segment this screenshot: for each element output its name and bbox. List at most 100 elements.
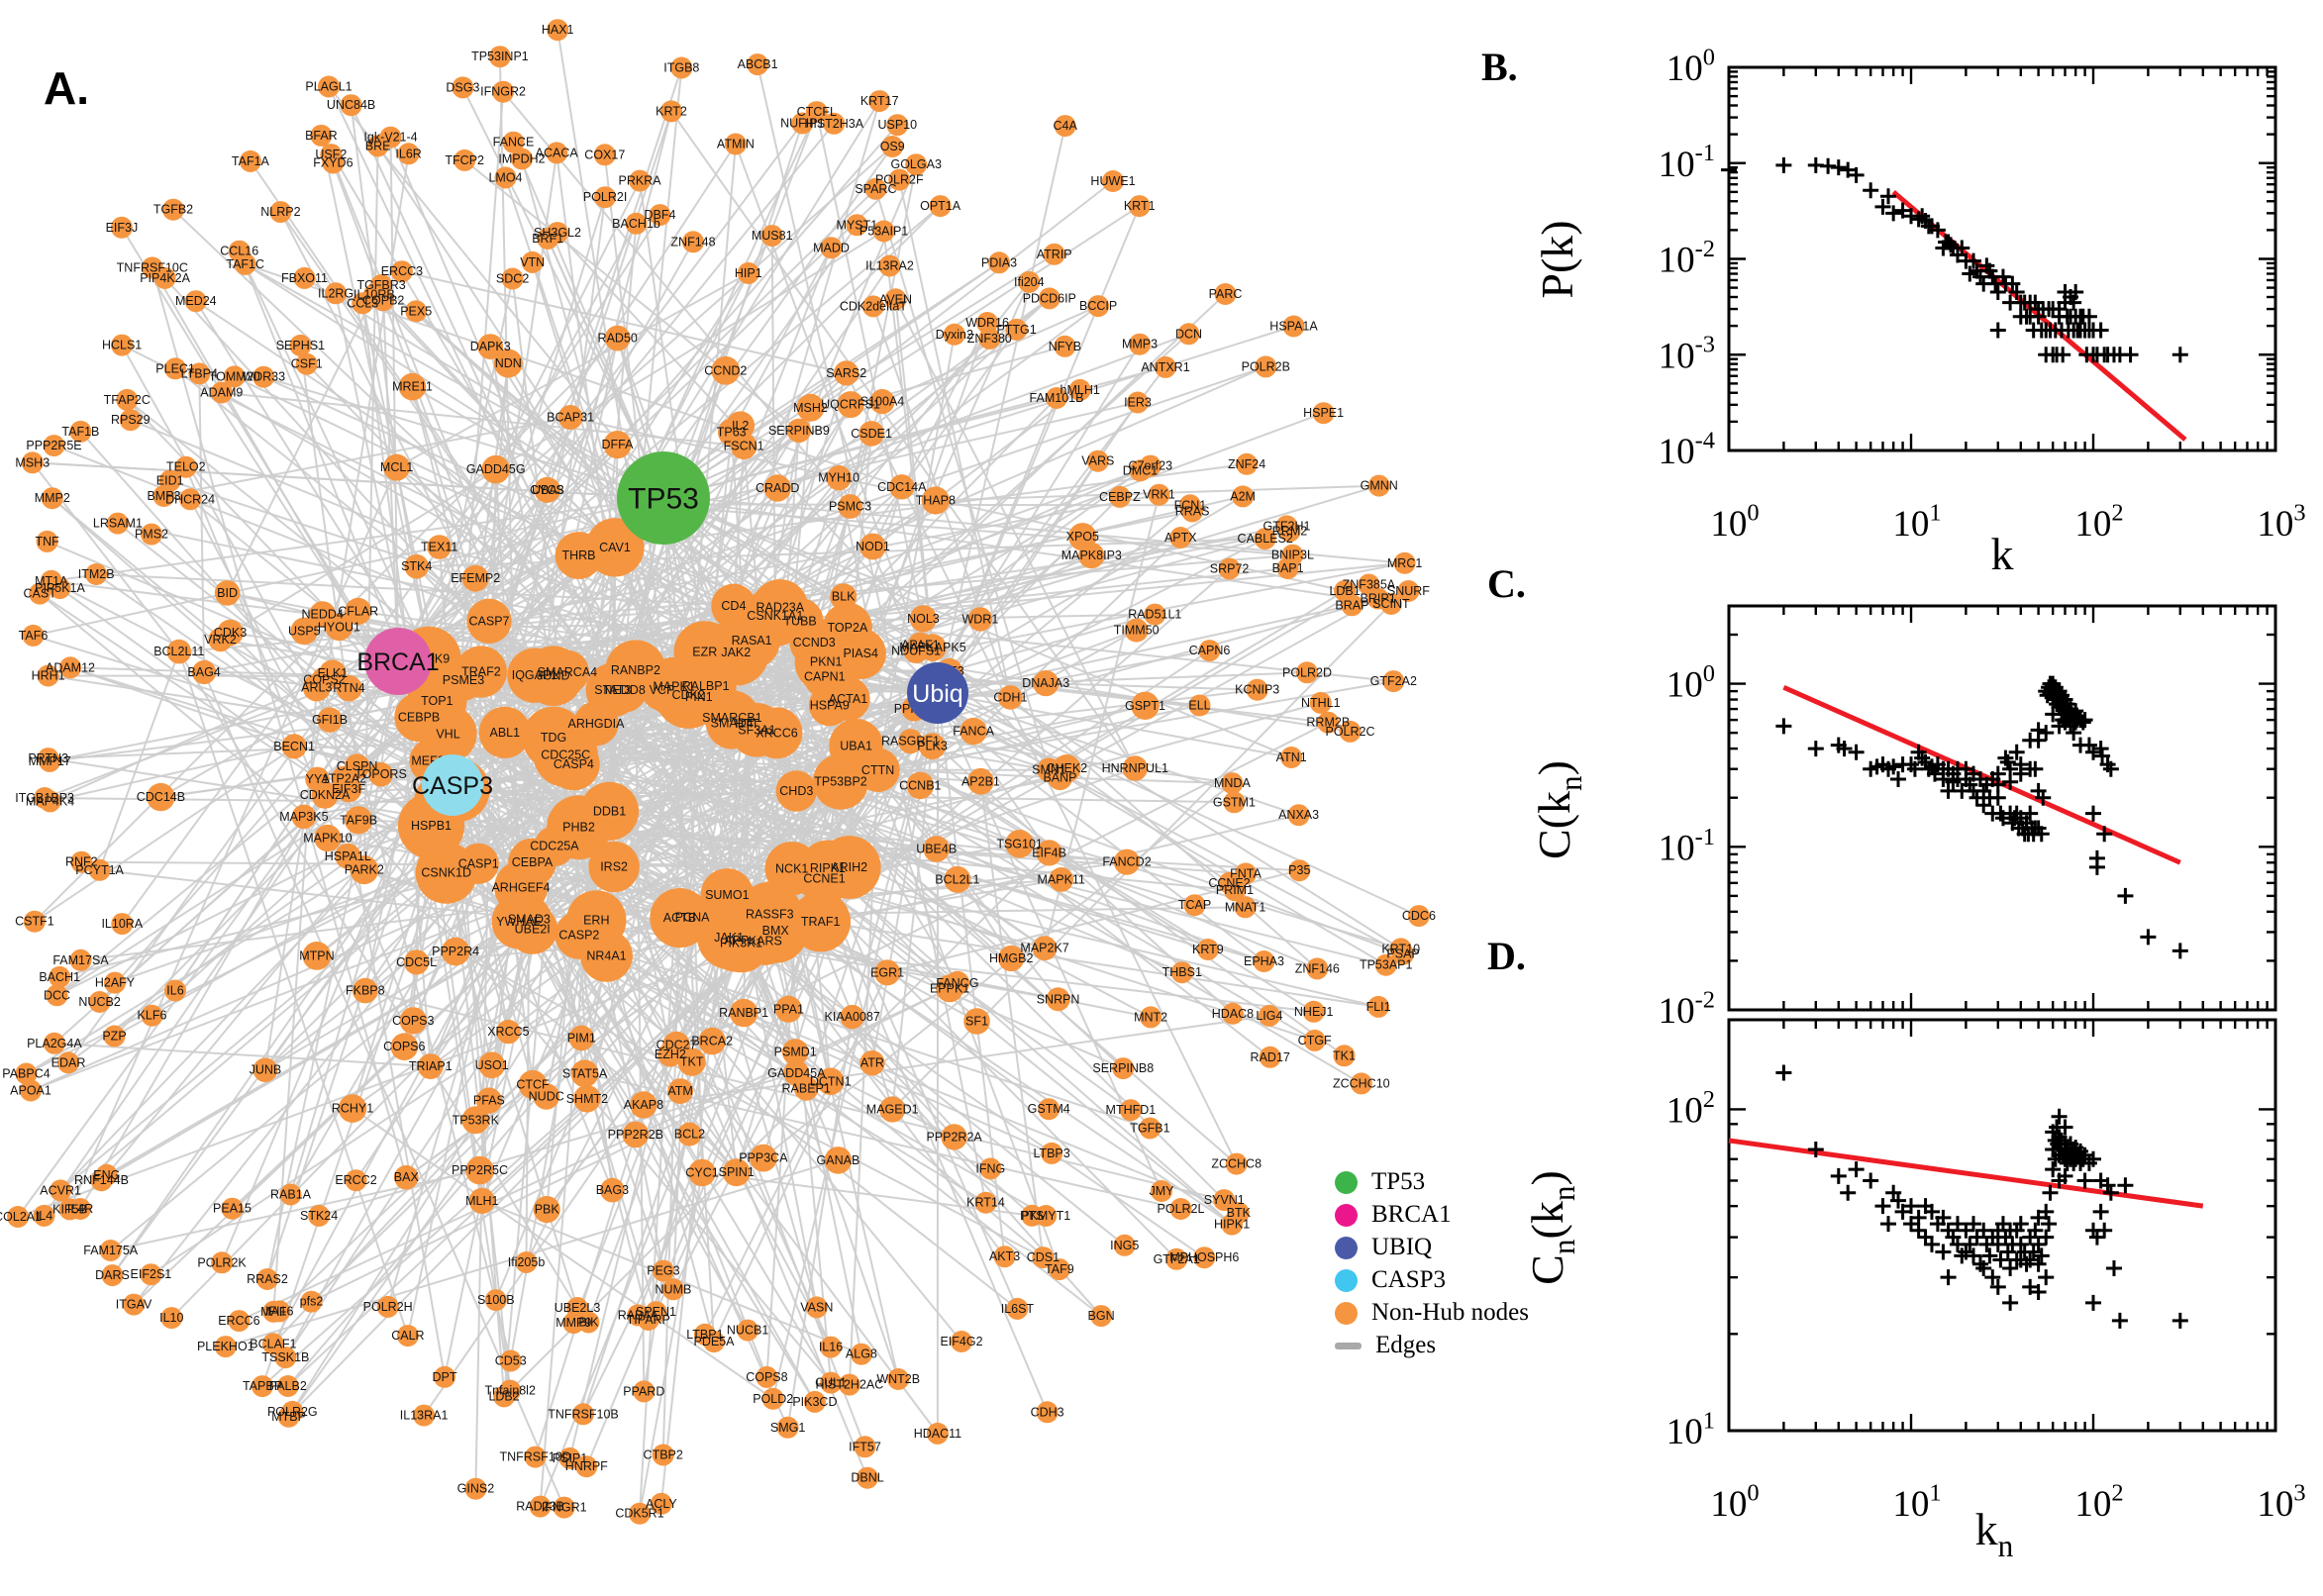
network-node-label: DFFA — [602, 438, 635, 451]
network-node — [905, 153, 928, 176]
scatter-point — [1874, 1198, 1891, 1215]
scatter-point — [2042, 1184, 2059, 1201]
network-node — [741, 917, 789, 965]
network-node-label: VCP — [650, 683, 675, 697]
network-node-label: ZCCHC10 — [1333, 1076, 1390, 1090]
panel-a-label: A. — [44, 62, 89, 114]
network-node — [558, 1446, 581, 1469]
network-node — [929, 195, 952, 218]
network-node-label: PIN1 — [685, 690, 713, 704]
network-node-label: ARL3 — [301, 681, 332, 695]
network-node-label: TAF9 — [1045, 1262, 1074, 1276]
network-node — [507, 904, 557, 954]
network-node-label: Ifi205b — [508, 1255, 546, 1269]
network-node — [909, 605, 938, 633]
network-node-label: BRF1 — [532, 232, 563, 246]
tick-label: 10-1 — [1659, 140, 1715, 185]
network-node-label: RRM2B — [1306, 716, 1350, 730]
scatter-point — [2066, 725, 2082, 742]
network-node-label: MADD — [813, 241, 850, 254]
network-node-label: ZNF380 — [967, 332, 1012, 346]
network-node-label: PARK2 — [345, 863, 384, 877]
network-node-label: CCND3 — [793, 636, 836, 649]
network-node-label: MPHOSPH6 — [1169, 1250, 1239, 1264]
network-node — [50, 1179, 72, 1202]
network-node-label: MAPK8IP3 — [1061, 549, 1122, 562]
network-node — [568, 1025, 595, 1051]
network-node-label: XRCC6 — [756, 726, 797, 740]
hub-node-brca1 — [364, 628, 432, 695]
scatter-point — [2085, 744, 2101, 760]
network-node-label: SMAD3 — [508, 912, 551, 926]
network-svg: DDB1 PCNA CDK2 CCND3 CCNE1 UBA1 ERH XRCC6 PIAS4 N… — [0, 19, 1436, 1525]
tick-label: 101 — [1892, 1479, 1941, 1525]
network-node — [529, 1495, 552, 1518]
scatter-point — [1989, 1236, 2006, 1252]
network-node — [858, 421, 884, 447]
network-node — [776, 1416, 799, 1439]
network-node-label: BANP — [1043, 771, 1076, 785]
scatter-point — [1885, 205, 1902, 222]
network-node-label: SUMO1 — [705, 888, 750, 902]
network-node — [208, 628, 233, 652]
network-node-label: IQGAP1 — [512, 668, 558, 682]
plot-ticks — [1727, 604, 2277, 1012]
network-node — [33, 1204, 55, 1227]
scatter-point — [2088, 1229, 2105, 1246]
network-node-label: WNT2B — [876, 1372, 920, 1386]
network-node-label: CASP2 — [558, 928, 599, 942]
scatter-point — [2076, 712, 2093, 729]
network-node-label: PDCD6IP — [1023, 291, 1076, 305]
network-node — [174, 455, 197, 478]
legend-item-non-hub-nodes: Non-Hub nodes — [1335, 1299, 1529, 1326]
network-node — [1225, 1152, 1248, 1175]
network-node-label: GTF2A1 — [1154, 1252, 1200, 1266]
network-node-label: TGFBR3 — [356, 278, 405, 292]
legend-item-label: CASP3 — [1371, 1266, 1447, 1293]
scatter-point — [2092, 1203, 2109, 1220]
network-node — [1188, 694, 1211, 717]
network-node-label: MMP3 — [1122, 338, 1158, 351]
network-node — [1287, 804, 1310, 827]
scatter-point — [1966, 1247, 1982, 1264]
scatter-point — [2033, 826, 2050, 843]
network-node — [69, 1198, 92, 1220]
network-node-label: PLEC1 — [155, 361, 195, 375]
network-node — [353, 977, 378, 1004]
network-node-label: HNRNPUL1 — [1102, 761, 1168, 775]
network-node — [1112, 1057, 1135, 1080]
scatter-point — [2027, 760, 2044, 777]
network-node — [1169, 1198, 1192, 1220]
network-node-label: EGR1 — [870, 965, 904, 979]
network-node — [1183, 894, 1206, 917]
network-node-label: HMGB2 — [989, 951, 1034, 965]
network-node — [869, 389, 895, 415]
network-node-label: ANTXR1 — [1141, 360, 1189, 374]
network-node — [101, 1264, 124, 1287]
network-node — [1218, 557, 1241, 580]
network-node — [281, 734, 307, 759]
network-node-label: KLF6 — [138, 1009, 167, 1023]
scatter-point — [1992, 1251, 2009, 1268]
network-node-label: ZNF148 — [670, 235, 715, 249]
network-node-label: GFI1B — [312, 713, 348, 727]
network-node-label: AKT3 — [989, 1249, 1020, 1263]
network-node — [494, 166, 517, 189]
network-node — [1113, 848, 1141, 875]
network-node-label: SDC2 — [496, 272, 529, 286]
scatter-point — [2022, 1278, 2039, 1295]
network-node-label: EIF4B — [1032, 846, 1066, 859]
network-node-label: WDR33 — [242, 370, 285, 384]
scatter-point — [1840, 161, 1857, 178]
network-node-label: HAX1 — [542, 23, 574, 37]
network-node — [331, 765, 356, 791]
network-node — [390, 1033, 419, 1060]
network-node-label: NFYB — [1049, 340, 1081, 353]
scatter-point — [2172, 1312, 2188, 1329]
scatter-point — [1962, 265, 1978, 282]
network-node — [1006, 1297, 1029, 1320]
network-node-label: ATP2A2 — [321, 771, 366, 785]
network-node-label: ITGB8 — [663, 61, 699, 75]
network-node-label: PIP4K2A — [140, 271, 190, 285]
network-node-label: DPT — [433, 1370, 457, 1384]
